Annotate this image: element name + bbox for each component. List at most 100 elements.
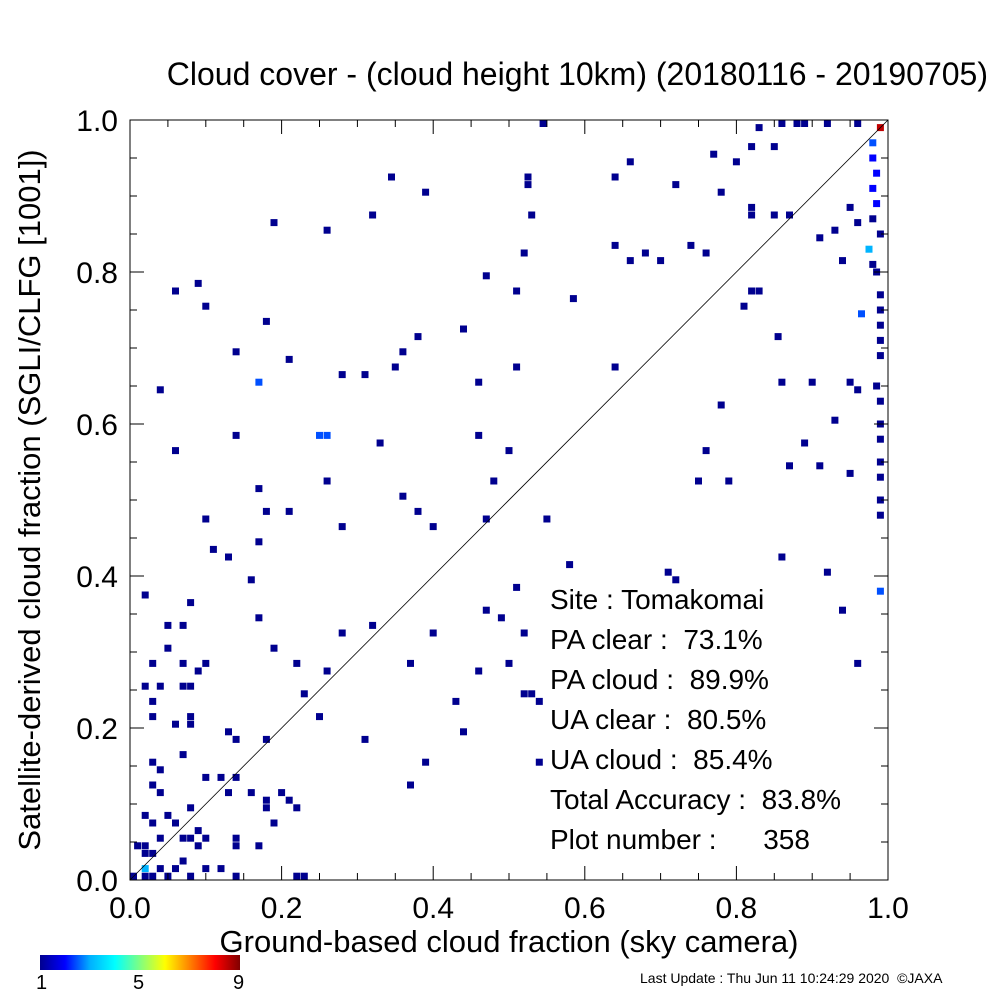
- data-cell: [793, 120, 801, 127]
- data-cell: [626, 257, 634, 265]
- data-cell: [748, 211, 756, 219]
- data-cell: [202, 773, 210, 781]
- data-cell: [740, 302, 748, 310]
- data-cell: [285, 796, 293, 804]
- data-cell: [217, 865, 225, 873]
- data-cell: [876, 496, 884, 504]
- data-cell: [869, 215, 877, 223]
- data-cell: [717, 401, 725, 409]
- data-cell: [338, 371, 346, 379]
- data-cell: [179, 682, 187, 690]
- axis-ticks: 0.0 0.2 0.4 0.6 0.8 1.0 0.0 0.2 0.4 0.6 0.8 1.0: [76, 105, 909, 925]
- data-cell: [513, 583, 521, 591]
- data-cell: [209, 545, 217, 553]
- stat-ua-cloud: UA cloud : 85.4%: [550, 744, 773, 775]
- data-cell: [778, 553, 786, 561]
- data-cell: [141, 811, 149, 819]
- data-cell: [202, 659, 210, 667]
- data-cell: [149, 758, 157, 766]
- data-cell: [179, 621, 187, 629]
- data-cell: [262, 317, 270, 325]
- data-cell: [429, 523, 437, 531]
- data-cell: [270, 219, 278, 227]
- data-cell: [839, 257, 846, 265]
- data-cell: [323, 431, 331, 439]
- data-cell: [262, 735, 270, 743]
- data-cell: [187, 872, 195, 880]
- data-cell: [202, 865, 210, 873]
- data-cell: [293, 872, 301, 880]
- data-cell: [217, 773, 225, 781]
- data-cell: [399, 348, 407, 356]
- data-cell: [710, 150, 718, 158]
- data-cell: [490, 477, 498, 485]
- data-cell: [876, 291, 884, 299]
- data-cell: [323, 667, 331, 675]
- data-cell: [414, 507, 422, 515]
- data-cell: [717, 188, 725, 196]
- data-cell: [876, 397, 884, 405]
- data-cell: [187, 713, 195, 721]
- data-cell: [369, 621, 377, 629]
- data-cell: [778, 120, 786, 127]
- x-axis-label: Ground-based cloud fraction (sky camera): [220, 924, 799, 959]
- data-cell: [141, 842, 149, 850]
- x-tick-label: 0.4: [412, 892, 454, 925]
- data-cell: [187, 682, 195, 690]
- data-cell: [187, 804, 195, 812]
- data-cell: [323, 477, 331, 485]
- data-cell: [262, 507, 270, 515]
- data-cell: [846, 469, 854, 477]
- data-cell: [732, 158, 740, 166]
- data-cell: [141, 682, 149, 690]
- data-cell: [748, 143, 756, 151]
- data-cell: [149, 659, 157, 667]
- data-cell: [338, 523, 346, 531]
- data-cell: [262, 796, 270, 804]
- colorbar-max-label: 9: [233, 972, 245, 994]
- data-cell: [702, 447, 710, 455]
- data-cell: [869, 260, 877, 268]
- stat-plot-number: Plot number : 358: [550, 824, 810, 855]
- data-cell: [524, 173, 532, 181]
- data-cell: [172, 287, 179, 295]
- stat-pa-cloud: PA cloud : 89.9%: [550, 664, 769, 695]
- data-cell: [156, 789, 164, 797]
- data-cell: [232, 431, 240, 439]
- data-cell: [232, 773, 240, 781]
- footer-update: Last Update : Thu Jun 11 10:24:29 2020 ©…: [640, 970, 943, 986]
- colorbar-min-label: 1: [36, 972, 48, 994]
- data-cell: [255, 842, 263, 850]
- data-cell: [376, 439, 384, 447]
- data-cell: [187, 720, 195, 728]
- y-axis-label: Satellite-derived cloud fraction (SGLI/C…: [12, 149, 47, 850]
- stat-total-accuracy: Total Accuracy : 83.8%: [550, 784, 842, 815]
- data-cell: [429, 629, 437, 637]
- data-cell: [172, 819, 179, 827]
- colorbar: [40, 955, 240, 970]
- data-cell: [695, 477, 702, 485]
- data-cell: [179, 857, 187, 865]
- data-cell: [774, 333, 782, 341]
- data-cell: [876, 321, 884, 329]
- data-cell: [611, 241, 619, 249]
- data-cell: [876, 306, 884, 314]
- data-cell: [873, 169, 881, 177]
- data-cell: [179, 834, 187, 842]
- data-cell: [475, 667, 483, 675]
- data-cell: [482, 515, 490, 523]
- data-cell: [569, 295, 577, 303]
- data-cell: [865, 245, 873, 253]
- data-cell: [316, 713, 323, 721]
- data-cell: [869, 139, 877, 147]
- data-cell: [255, 485, 263, 493]
- data-cell: [611, 363, 619, 371]
- data-cell: [255, 538, 263, 546]
- data-cell: [505, 447, 513, 455]
- data-cell: [513, 287, 521, 295]
- data-cell: [407, 781, 414, 789]
- data-cell: [801, 439, 809, 447]
- data-cell: [770, 143, 778, 151]
- data-cell: [300, 872, 308, 880]
